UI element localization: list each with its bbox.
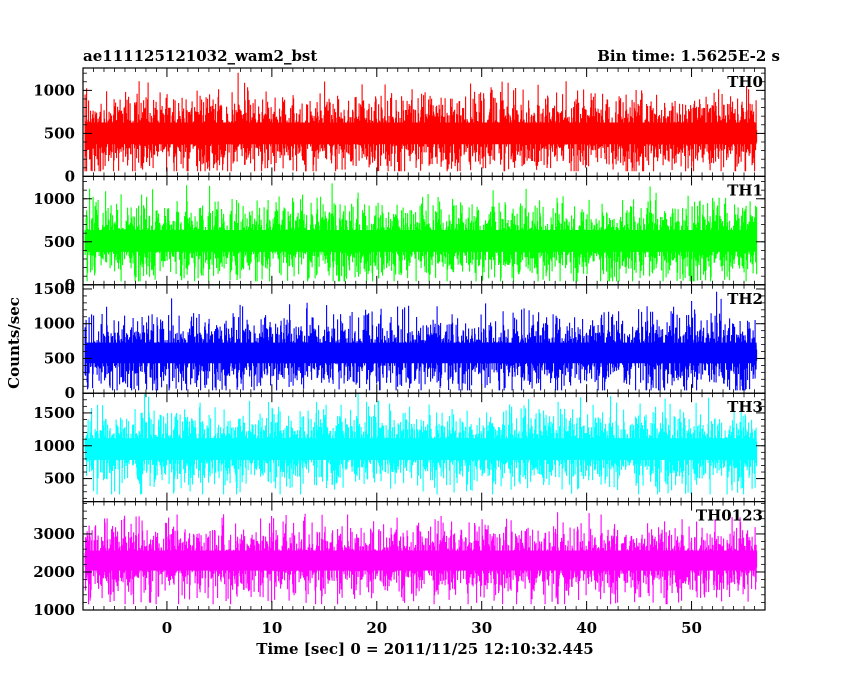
panel-label-th1: TH1: [727, 181, 763, 199]
y-tick-label: 1500: [33, 280, 75, 298]
x-axis-label: Time [sec] 0 = 2011/11/25 12:10:32.445: [256, 640, 593, 658]
panel-th2: 0 500 1000 1500 TH2: [33, 280, 766, 402]
chart-title: ae111125121032_wam2_bst: [83, 47, 317, 65]
panel-th3: 500 1000 1500 TH3: [33, 392, 766, 503]
y-tick-label: 0: [65, 384, 75, 402]
x-tick-label: 0: [162, 619, 172, 637]
panel-th1: 0 500 1000 TH1: [33, 175, 766, 294]
y-tick-label: 1000: [33, 437, 75, 455]
x-tick-label: 10: [261, 619, 282, 637]
y-tick-label: 500: [44, 233, 75, 251]
y-tick-label: 1000: [33, 190, 75, 208]
bin-time-label: Bin time: 1.5625E-2 s: [597, 47, 780, 65]
y-tick-label: 1500: [33, 404, 75, 422]
panel-th0123: 1000 2000 3000 TH0123: [33, 501, 766, 619]
x-tick-label: 30: [471, 619, 492, 637]
series-core-th0123: [85, 550, 757, 571]
panel-frame: [82, 501, 766, 611]
panel-label-th3: TH3: [727, 398, 763, 416]
panel-th0: 0 500 1000 TH0: [33, 67, 766, 185]
x-axis: 0 10 20 30 40 50: [162, 619, 702, 637]
y-tick-label: 500: [44, 470, 75, 488]
panel-label-th0: TH0: [727, 73, 763, 91]
panels: 0 500 1000 TH0 0 500 1000 TH1 0 500 1000 1500 TH2 500…: [33, 67, 766, 619]
series-core-th1: [85, 230, 757, 252]
y-tick-label: 1000: [33, 315, 75, 333]
panel-label-th0123: TH0123: [696, 507, 763, 525]
y-tick-label: 0: [65, 167, 75, 185]
y-tick-label: 2000: [33, 563, 75, 581]
y-tick-label: 1000: [33, 81, 75, 99]
series-core-th0: [85, 122, 757, 145]
series-core-th2: [85, 342, 757, 364]
series-th0: [84, 72, 758, 172]
series-core-th3: [85, 438, 757, 460]
y-tick-label: 500: [44, 124, 75, 142]
y-tick-label: 1000: [33, 601, 75, 619]
y-tick-label: 500: [44, 349, 75, 367]
series-th2: [84, 291, 758, 391]
panel-label-th2: TH2: [727, 290, 763, 308]
x-tick-label: 40: [576, 619, 597, 637]
y-tick-label: 0: [65, 276, 75, 294]
x-tick-label: 20: [366, 619, 387, 637]
y-axis-label: Counts/sec: [5, 297, 23, 389]
y-tick-label: 3000: [33, 525, 75, 543]
x-tick-label: 50: [681, 619, 702, 637]
